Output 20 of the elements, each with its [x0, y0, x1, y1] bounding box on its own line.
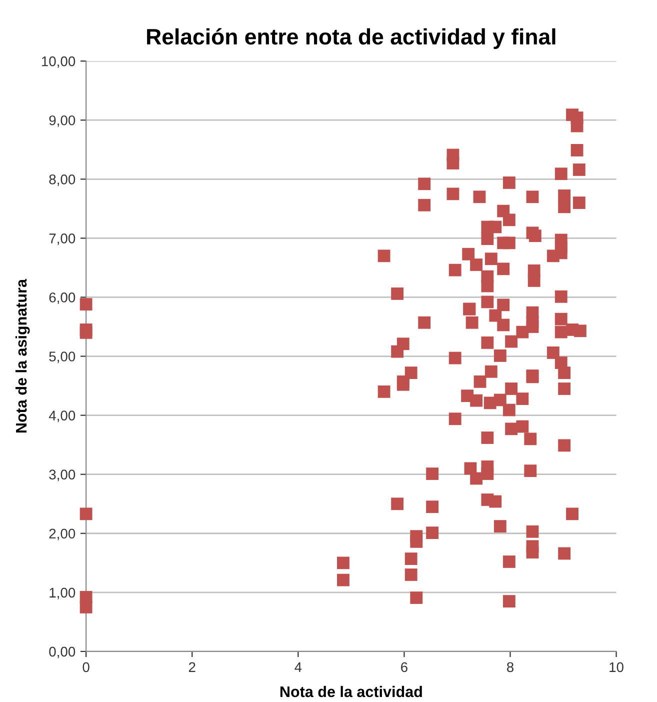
y-tick-label: 9,00: [49, 115, 76, 127]
y-tick-label: 4,00: [48, 410, 76, 422]
y-tick-label: 8,00: [49, 174, 76, 186]
x-tick-label: 8: [506, 662, 514, 672]
x-tick-label: 4: [294, 662, 302, 672]
y-tick-label: 5,00: [49, 352, 76, 364]
x-tick-label: 0: [82, 662, 90, 672]
y-tick-label: 7,00: [49, 234, 76, 245]
y-tick-label: 2,00: [49, 528, 76, 540]
x-tick-label: 2: [188, 662, 196, 672]
y-tick-label: 3,00: [49, 470, 76, 482]
y-tick-label: 6,00: [49, 292, 76, 304]
x-tick-label: 10: [610, 662, 624, 672]
x-tick-label: 6: [401, 662, 408, 672]
y-tick-label: 0,00: [49, 646, 76, 658]
x-axis-title: Nota de la actividad: [280, 686, 422, 698]
y-tick-label: 1,00: [50, 588, 76, 600]
y-tick-label: 10,00: [42, 56, 76, 68]
y-axis-title: Nota de la asignatura: [15, 278, 30, 432]
chart-title: Relación entre nota de actividad y final: [147, 28, 556, 50]
